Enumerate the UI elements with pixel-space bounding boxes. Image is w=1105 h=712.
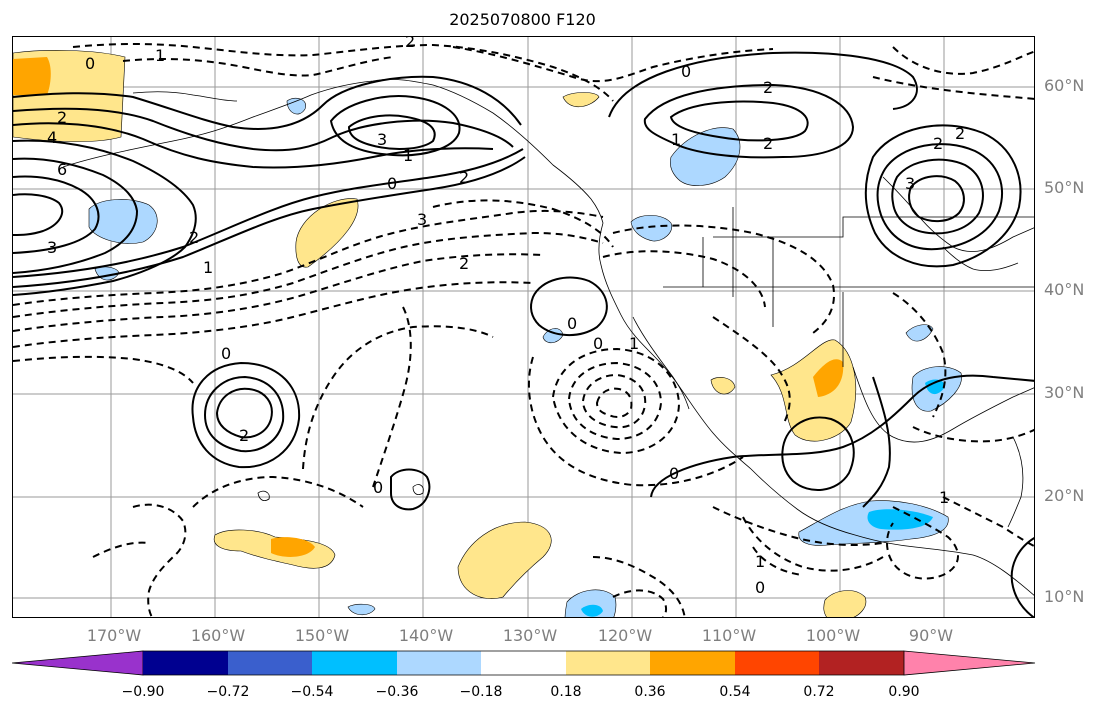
lon-label-110w: 110°W	[701, 626, 757, 645]
colorbar-tick-label: −0.72	[206, 684, 250, 700]
colorbar-segment	[481, 651, 566, 675]
contour-label: 2	[955, 124, 965, 143]
contour-label: 2	[239, 426, 249, 445]
contours-negative	[13, 43, 1034, 617]
lat-label-60n: 60°N	[1044, 76, 1085, 95]
contour-label: 1	[155, 46, 165, 65]
contour-label: 0	[85, 54, 95, 73]
lon-label-150w: 150°W	[294, 626, 350, 645]
contour-label: 1	[403, 146, 413, 165]
contour-label: 2	[763, 134, 773, 153]
colorbar-tick-label: −0.90	[121, 684, 165, 700]
lat-label-50n: 50°N	[1044, 178, 1085, 197]
lon-label-100w: 100°W	[805, 626, 861, 645]
contour-label: 4	[47, 128, 57, 147]
colorbar-tick-label: −0.36	[375, 684, 419, 700]
contour-label: 3	[905, 174, 915, 193]
contour-label: 0	[373, 478, 383, 497]
contour-label: 3	[377, 130, 387, 149]
lon-label-170w: 170°W	[86, 626, 142, 645]
colorbar-segment	[650, 651, 735, 675]
lat-label-30n: 30°N	[1044, 383, 1085, 402]
colorbar-tick-label: −0.54	[290, 684, 334, 700]
contour-label: 0	[669, 464, 679, 483]
contour-label: 2	[405, 37, 415, 51]
contour-label: 0	[567, 314, 577, 333]
lat-label-40n: 40°N	[1044, 280, 1085, 299]
colorbar-segment	[312, 651, 397, 675]
contour-label: 1	[629, 334, 639, 353]
lon-label-140w: 140°W	[398, 626, 454, 645]
colorbar-tick-label: 0.18	[550, 684, 582, 700]
colorbar-segment	[566, 651, 650, 675]
map-canvas: 0 1 2 4 6 2 3 1 3 2 1 2 0 2 3 2 0 1 2 2 …	[13, 37, 1034, 617]
contour-label: 1	[203, 258, 213, 277]
colorbar-segment	[12, 650, 144, 676]
map-panel[interactable]: 0 1 2 4 6 2 3 1 3 2 1 2 0 2 3 2 0 1 2 2 …	[12, 36, 1035, 618]
contour-label: 3	[47, 238, 57, 257]
contours-positive	[13, 51, 1034, 617]
colorbar-segment	[397, 651, 481, 675]
map-title: 2025070800 F120	[449, 10, 596, 29]
contour-label: 1	[939, 488, 949, 507]
contour-label: 3	[417, 210, 427, 229]
contour-label: 2	[459, 254, 469, 273]
lat-label-20n: 20°N	[1044, 486, 1085, 505]
contour-label: 0	[221, 344, 231, 363]
colorbar-tick-label: 0.90	[888, 684, 920, 700]
colorbar	[12, 650, 1036, 676]
contour-label: 0	[681, 62, 691, 81]
colorbar-segment	[819, 651, 904, 675]
contour-label: 0	[387, 174, 397, 193]
colorbar-segment	[228, 651, 312, 675]
contour-label: 1	[671, 130, 681, 149]
contour-label: 2	[459, 168, 469, 187]
colorbar-tick-label: −0.18	[459, 684, 503, 700]
lon-label-90w: 90°W	[908, 626, 954, 645]
shading-positive	[13, 50, 867, 617]
shading-negative	[88, 97, 962, 617]
lon-label-160w: 160°W	[190, 626, 246, 645]
colorbar-segment	[143, 651, 228, 675]
contour-label: 2	[933, 134, 943, 153]
lat-label-10n: 10°N	[1044, 587, 1085, 606]
colorbar-tick-label: 0.72	[803, 684, 835, 700]
colorbar-tick-label: 0.36	[634, 684, 666, 700]
colorbar-tick-label: 0.54	[719, 684, 751, 700]
contour-label: 1	[755, 552, 765, 571]
contour-label: 0	[755, 578, 765, 597]
colorbar-segment	[735, 651, 819, 675]
contour-label: 6	[57, 160, 67, 179]
contour-label: 2	[57, 108, 67, 127]
lon-label-120w: 120°W	[597, 626, 653, 645]
contour-label: 2	[189, 228, 199, 247]
contour-labels: 0 1 2 4 6 2 3 1 3 2 1 2 0 2 3 2 0 1 2 2 …	[47, 37, 965, 597]
colorbar-segment	[903, 650, 1036, 676]
contour-label: 0	[593, 334, 603, 353]
contour-label: 2	[763, 78, 773, 97]
lon-label-130w: 130°W	[502, 626, 558, 645]
